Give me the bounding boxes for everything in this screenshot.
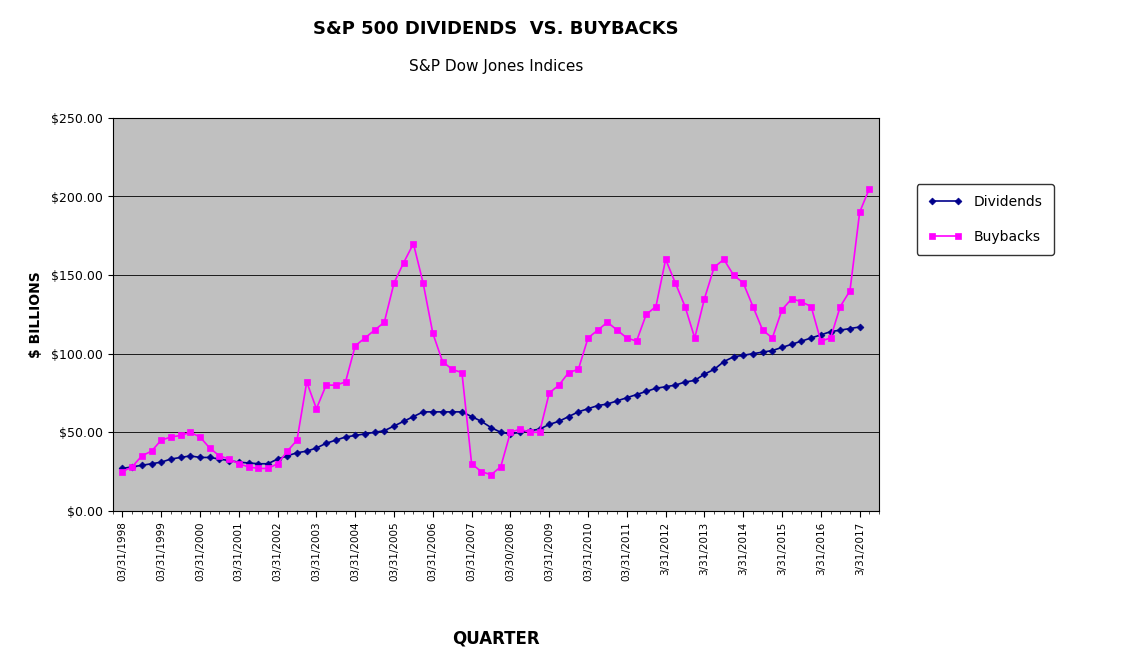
Dividends — [416, 408, 429, 416]
Buybacks — [485, 471, 498, 479]
Buybacks — [242, 463, 256, 471]
Dividends — [261, 460, 275, 468]
Line: Dividends: Dividends — [119, 324, 862, 471]
Dividends — [436, 408, 450, 416]
Buybacks — [358, 334, 372, 342]
Buybacks — [116, 468, 130, 476]
X-axis label: QUARTER: QUARTER — [452, 630, 540, 648]
Dividends — [367, 428, 381, 436]
Buybacks — [165, 433, 178, 441]
Buybacks — [504, 428, 517, 436]
Text: S&P 500 DIVIDENDS  VS. BUYBACKS: S&P 500 DIVIDENDS VS. BUYBACKS — [313, 20, 678, 37]
Dividends — [523, 427, 536, 435]
Buybacks — [862, 185, 876, 193]
Dividends — [853, 323, 867, 331]
Buybacks — [436, 358, 450, 365]
Legend: Dividends, Buybacks: Dividends, Buybacks — [916, 184, 1054, 255]
Buybacks — [659, 255, 673, 263]
Line: Buybacks: Buybacks — [119, 185, 872, 478]
Dividends — [116, 464, 130, 472]
Y-axis label: $ BILLIONS: $ BILLIONS — [29, 271, 43, 358]
Dividends — [358, 430, 372, 438]
Text: S&P Dow Jones Indices: S&P Dow Jones Indices — [409, 59, 583, 74]
